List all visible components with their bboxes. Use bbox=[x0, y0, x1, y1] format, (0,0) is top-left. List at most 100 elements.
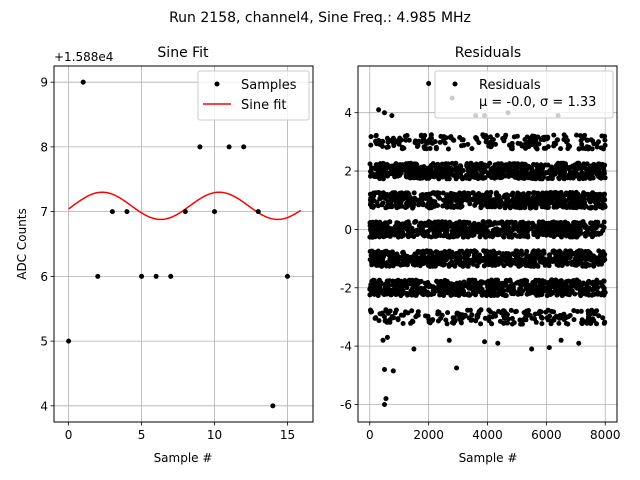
sine-fit-ylabel: ADC Counts bbox=[15, 208, 29, 280]
residual-point bbox=[574, 132, 579, 138]
residual-point bbox=[529, 138, 535, 144]
residual-point bbox=[446, 201, 452, 207]
residual-point bbox=[394, 260, 400, 266]
residual-point bbox=[467, 307, 473, 313]
residual-point bbox=[511, 291, 517, 297]
residual-point bbox=[495, 196, 501, 202]
residual-outlier bbox=[383, 396, 389, 402]
residual-point bbox=[436, 194, 441, 200]
residual-point bbox=[439, 312, 445, 318]
residual-point bbox=[387, 219, 393, 225]
residual-point bbox=[388, 226, 394, 232]
residual-point bbox=[430, 261, 436, 267]
residual-point bbox=[589, 171, 594, 177]
residual-point bbox=[448, 192, 454, 198]
residual-point bbox=[564, 261, 570, 267]
residual-point bbox=[550, 256, 556, 262]
sample-point bbox=[66, 338, 72, 344]
residual-point bbox=[558, 221, 563, 227]
residual-point bbox=[372, 249, 378, 255]
residual-point bbox=[490, 137, 496, 143]
residual-point bbox=[406, 222, 412, 228]
residual-outlier bbox=[381, 401, 387, 407]
residual-point bbox=[588, 225, 594, 231]
residual-point bbox=[395, 173, 401, 179]
residual-point bbox=[516, 195, 522, 201]
residual-point bbox=[561, 291, 567, 297]
residual-point bbox=[380, 250, 386, 256]
residual-point bbox=[487, 204, 493, 210]
residual-point bbox=[512, 161, 518, 167]
residual-point bbox=[584, 137, 590, 143]
residual-point bbox=[436, 230, 442, 235]
residual-point bbox=[551, 132, 557, 138]
residual-point bbox=[428, 191, 434, 197]
residual-point bbox=[533, 137, 539, 143]
residual-point bbox=[469, 317, 475, 323]
residual-point bbox=[513, 308, 519, 314]
residual-point bbox=[421, 144, 427, 150]
residual-point bbox=[497, 257, 503, 263]
residual-point bbox=[501, 288, 507, 294]
residual-point bbox=[514, 133, 520, 139]
residuals-x-tick-label: 4000 bbox=[472, 428, 503, 442]
residual-point bbox=[472, 175, 478, 181]
sine-fit-y-tick-label: 5 bbox=[40, 335, 48, 349]
sample-point bbox=[139, 273, 145, 279]
residual-point bbox=[547, 284, 553, 290]
residual-point bbox=[427, 136, 433, 142]
residual-point bbox=[460, 234, 466, 240]
residual-point bbox=[420, 259, 426, 265]
residual-point bbox=[474, 165, 480, 171]
residual-point bbox=[585, 173, 590, 179]
residual-point bbox=[425, 228, 431, 234]
legend-sine-fit-label: Sine fit bbox=[241, 98, 287, 113]
residual-point bbox=[545, 317, 551, 323]
residual-point bbox=[596, 169, 602, 175]
residual-point bbox=[600, 315, 606, 321]
residual-point bbox=[518, 169, 524, 175]
residual-point bbox=[506, 316, 511, 322]
legend-residuals-label: Residuals bbox=[479, 78, 541, 93]
residual-point bbox=[444, 321, 450, 327]
residual-point bbox=[428, 292, 434, 297]
residuals-title: Residuals bbox=[455, 45, 521, 61]
residual-point bbox=[441, 290, 447, 296]
residual-point bbox=[555, 137, 560, 143]
residual-point bbox=[445, 310, 451, 316]
residual-point bbox=[443, 285, 449, 291]
residual-point bbox=[456, 227, 462, 233]
sample-point bbox=[182, 209, 188, 215]
residual-point bbox=[562, 256, 568, 262]
residual-point bbox=[594, 321, 599, 327]
residual-point bbox=[523, 251, 529, 257]
residual-point bbox=[551, 233, 557, 239]
residual-point bbox=[572, 291, 578, 297]
residual-point bbox=[367, 220, 373, 226]
residual-point bbox=[547, 313, 553, 319]
residual-point bbox=[485, 229, 491, 235]
residual-point bbox=[521, 233, 526, 239]
residual-point bbox=[534, 146, 540, 152]
residual-point bbox=[485, 219, 491, 225]
residual-point bbox=[548, 321, 554, 327]
residual-point bbox=[575, 257, 581, 263]
residual-point bbox=[511, 260, 517, 266]
residual-point bbox=[410, 170, 416, 176]
residual-point bbox=[381, 292, 387, 298]
residual-point bbox=[441, 281, 446, 287]
sample-point bbox=[226, 144, 232, 150]
residual-point bbox=[388, 251, 394, 257]
residual-point bbox=[474, 263, 480, 269]
residual-point bbox=[414, 284, 419, 290]
residual-point bbox=[543, 309, 549, 315]
residual-point bbox=[435, 166, 441, 172]
residual-point bbox=[409, 289, 415, 295]
residual-point bbox=[572, 230, 578, 235]
residual-point bbox=[416, 261, 422, 267]
residual-point bbox=[588, 317, 594, 323]
residual-point bbox=[589, 292, 595, 298]
residual-point bbox=[515, 164, 521, 169]
residual-point bbox=[486, 140, 492, 146]
residual-point bbox=[395, 291, 401, 297]
